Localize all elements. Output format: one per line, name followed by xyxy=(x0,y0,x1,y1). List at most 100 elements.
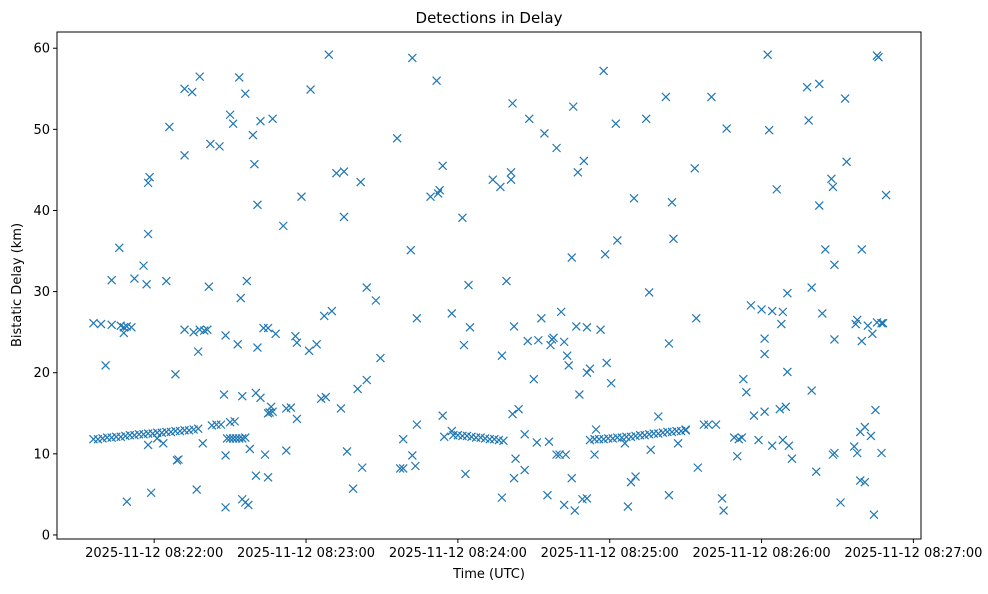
x-tick-label: 2025-11-12 08:22:00 xyxy=(85,546,223,561)
scatter-point xyxy=(641,114,651,124)
y-tick-label: 0 xyxy=(42,528,50,543)
scatter-point xyxy=(863,321,873,331)
scatter-point xyxy=(559,337,569,347)
scatter-point xyxy=(107,275,117,285)
scatter-point xyxy=(772,184,782,194)
scatter-point xyxy=(230,416,240,426)
scatter-point xyxy=(529,374,539,384)
scatter-point xyxy=(497,351,507,361)
scatter-point xyxy=(292,414,302,424)
scatter-point xyxy=(814,201,824,211)
scatter-point xyxy=(849,442,859,451)
scatter-point xyxy=(180,150,189,160)
scatter-point xyxy=(600,249,610,259)
scatter-point xyxy=(236,293,246,303)
scatter-point xyxy=(559,500,569,510)
scatter-point xyxy=(256,116,265,126)
scatter-point xyxy=(874,52,883,62)
scatter-point xyxy=(447,426,457,436)
scatter-point xyxy=(306,85,316,95)
scatter-point xyxy=(439,432,449,442)
scatter-point xyxy=(447,309,457,318)
scatter-point xyxy=(852,315,862,325)
scatter-point xyxy=(564,360,574,370)
x-tick-label: 2025-11-12 08:24:00 xyxy=(389,546,527,561)
scatter-point xyxy=(292,338,302,348)
scatter-point xyxy=(719,506,729,516)
scatter-point xyxy=(857,336,867,346)
scatter-point xyxy=(339,212,349,222)
scatter-point xyxy=(435,185,445,195)
scatter-point xyxy=(669,234,678,244)
scatter-point xyxy=(738,374,748,384)
scatter-point xyxy=(807,283,817,292)
scatter-point xyxy=(171,369,180,379)
scatter-point xyxy=(784,441,794,451)
scatter-point xyxy=(536,313,546,323)
scatter-point xyxy=(509,473,519,483)
scatter-point xyxy=(532,438,542,447)
scatter-point xyxy=(251,471,261,481)
scatter-point xyxy=(464,280,473,290)
scatter-point xyxy=(465,322,475,332)
scatter-point xyxy=(667,197,677,207)
scatter-point xyxy=(623,502,633,511)
scatter-point xyxy=(180,84,189,94)
scatter-point xyxy=(711,420,721,430)
scatter-point xyxy=(458,213,467,223)
scatter-point xyxy=(245,444,255,454)
scatter-point xyxy=(620,438,630,448)
scatter-point xyxy=(693,463,703,473)
scatter-point xyxy=(204,282,214,292)
scatter-point xyxy=(778,307,788,317)
scatter-point xyxy=(216,420,226,430)
scatter-point xyxy=(495,182,505,192)
y-tick-label: 60 xyxy=(33,42,50,57)
scatter-point xyxy=(240,89,250,99)
scatter-point xyxy=(602,358,612,368)
y-tick-label: 20 xyxy=(33,366,50,381)
x-tick-label: 2025-11-12 08:26:00 xyxy=(693,546,831,561)
scatter-point xyxy=(653,412,663,421)
scatter-point xyxy=(499,436,508,446)
scatter-point xyxy=(830,448,839,458)
scatter-point xyxy=(802,82,812,92)
scatter-point xyxy=(237,391,247,401)
scatter-point xyxy=(757,305,766,314)
scatter-point xyxy=(582,368,592,378)
scatter-point xyxy=(737,433,747,443)
scatter-point xyxy=(776,319,786,329)
scatter-point xyxy=(432,76,442,86)
scatter-point xyxy=(126,322,136,332)
scatter-point xyxy=(591,425,601,434)
scatter-point xyxy=(543,490,552,500)
scatter-point xyxy=(304,346,314,356)
scatter-point xyxy=(552,450,561,460)
scatter-point xyxy=(248,130,258,140)
scatter-point xyxy=(568,102,578,112)
scatter-point xyxy=(691,313,701,323)
scatter-point xyxy=(732,451,742,461)
scatter-point xyxy=(524,114,534,124)
scatter-point xyxy=(746,300,756,310)
scatter-point xyxy=(571,322,581,331)
scatter-point xyxy=(356,177,366,187)
scatter-point xyxy=(199,326,209,335)
plot-area xyxy=(56,31,922,540)
scatter-point xyxy=(811,467,821,477)
scatter-point xyxy=(860,422,870,432)
scatter-point xyxy=(646,445,656,455)
scatter-point xyxy=(193,347,203,357)
x-tick-label: 2025-11-12 08:25:00 xyxy=(541,546,679,561)
scatter-point xyxy=(599,66,609,76)
scatter-point xyxy=(342,446,352,456)
scatter-point xyxy=(567,253,577,262)
scatter-point xyxy=(707,92,716,102)
scatter-point xyxy=(787,454,797,464)
scatter-point xyxy=(767,441,777,451)
scatter-point xyxy=(228,119,238,129)
scatter-point xyxy=(546,340,555,350)
scatter-point xyxy=(570,506,580,516)
scatter-point xyxy=(161,276,171,286)
scatter-point xyxy=(321,392,331,402)
